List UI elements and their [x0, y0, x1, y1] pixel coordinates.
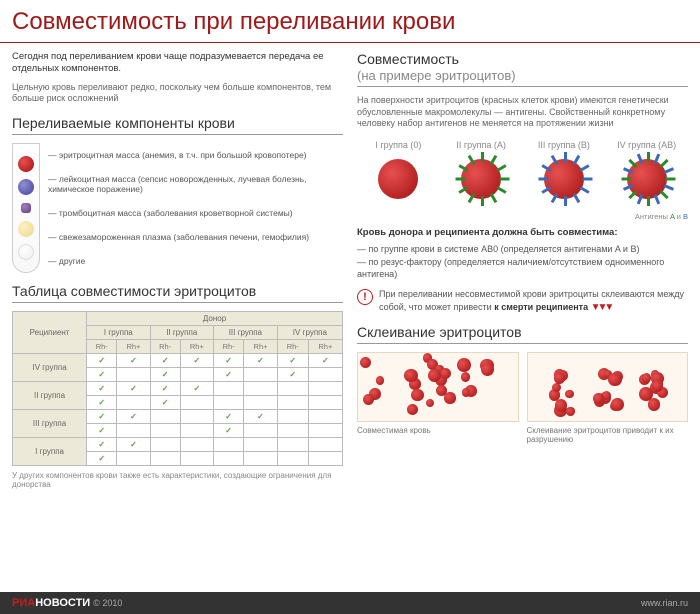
footer-logo: РИАНОВОСТИ © 2010 [12, 597, 122, 609]
components-list: эритроцитная масса (анемия, в т.ч. при б… [48, 143, 343, 273]
compat-table: РеципиентДонор I группаII группаIII груп… [12, 311, 343, 466]
test-tube-icon [12, 143, 40, 273]
left-column: Сегодня под переливанием крови чаще подр… [12, 51, 343, 588]
section-components: Переливаемые компоненты крови [12, 115, 343, 135]
components-block: эритроцитная масса (анемия, в т.ч. при б… [12, 143, 343, 273]
blood-groups: I группа (0) II группа (A) III группа (B… [357, 140, 688, 208]
table-footnote: У других компонентов крови также есть ха… [12, 471, 343, 489]
agglut-blood-img [527, 352, 689, 422]
section-agglut: Склеивание эритроцитов [357, 324, 688, 344]
component-item: другие [48, 253, 343, 269]
compatible-blood-img [357, 352, 519, 422]
rbc-b-icon [539, 154, 589, 204]
compat-desc: На поверхности эритроцитов (красных клет… [357, 95, 688, 130]
rbc-o-icon [373, 154, 423, 204]
component-item: свежезамороженная плазма (заболевания пе… [48, 229, 343, 245]
intro-1: Сегодня под переливанием крови чаще подр… [12, 51, 343, 76]
rbc-a-icon [456, 154, 506, 204]
agglut-images [357, 352, 688, 422]
intro-2: Цельную кровь переливают редко, поскольк… [12, 82, 343, 105]
agglut-captions: Совместимая кровьСклеивание эритроцитов … [357, 426, 688, 444]
page-title: Совместимость при переливании крови [0, 0, 700, 43]
footer-url: www.rian.ru [641, 598, 688, 608]
section-table: Таблица совместимости эритроцитов [12, 283, 343, 303]
component-item: тромбоцитная масса (заболевания кроветво… [48, 205, 343, 221]
compat-bullets: по группе крови в системе AB0 (определяе… [357, 243, 688, 281]
footer: РИАНОВОСТИ © 2010 www.rian.ru [0, 592, 700, 614]
donor-line: Кровь донора и реципиента должна быть со… [357, 227, 688, 238]
warning-icon: ! [357, 289, 373, 305]
component-item: эритроцитная масса (анемия, в т.ч. при б… [48, 147, 343, 163]
right-column: Совместимость(на примере эритроцитов) На… [357, 51, 688, 588]
antigen-legend: Антигены A и B [357, 212, 688, 221]
warning: ! При переливании несовместимой крови эр… [357, 289, 688, 314]
section-compat: Совместимость(на примере эритроцитов) [357, 51, 688, 87]
component-item: лейкоцитная масса (сепсис новорожденных,… [48, 171, 343, 197]
rbc-ab-icon [622, 154, 672, 204]
